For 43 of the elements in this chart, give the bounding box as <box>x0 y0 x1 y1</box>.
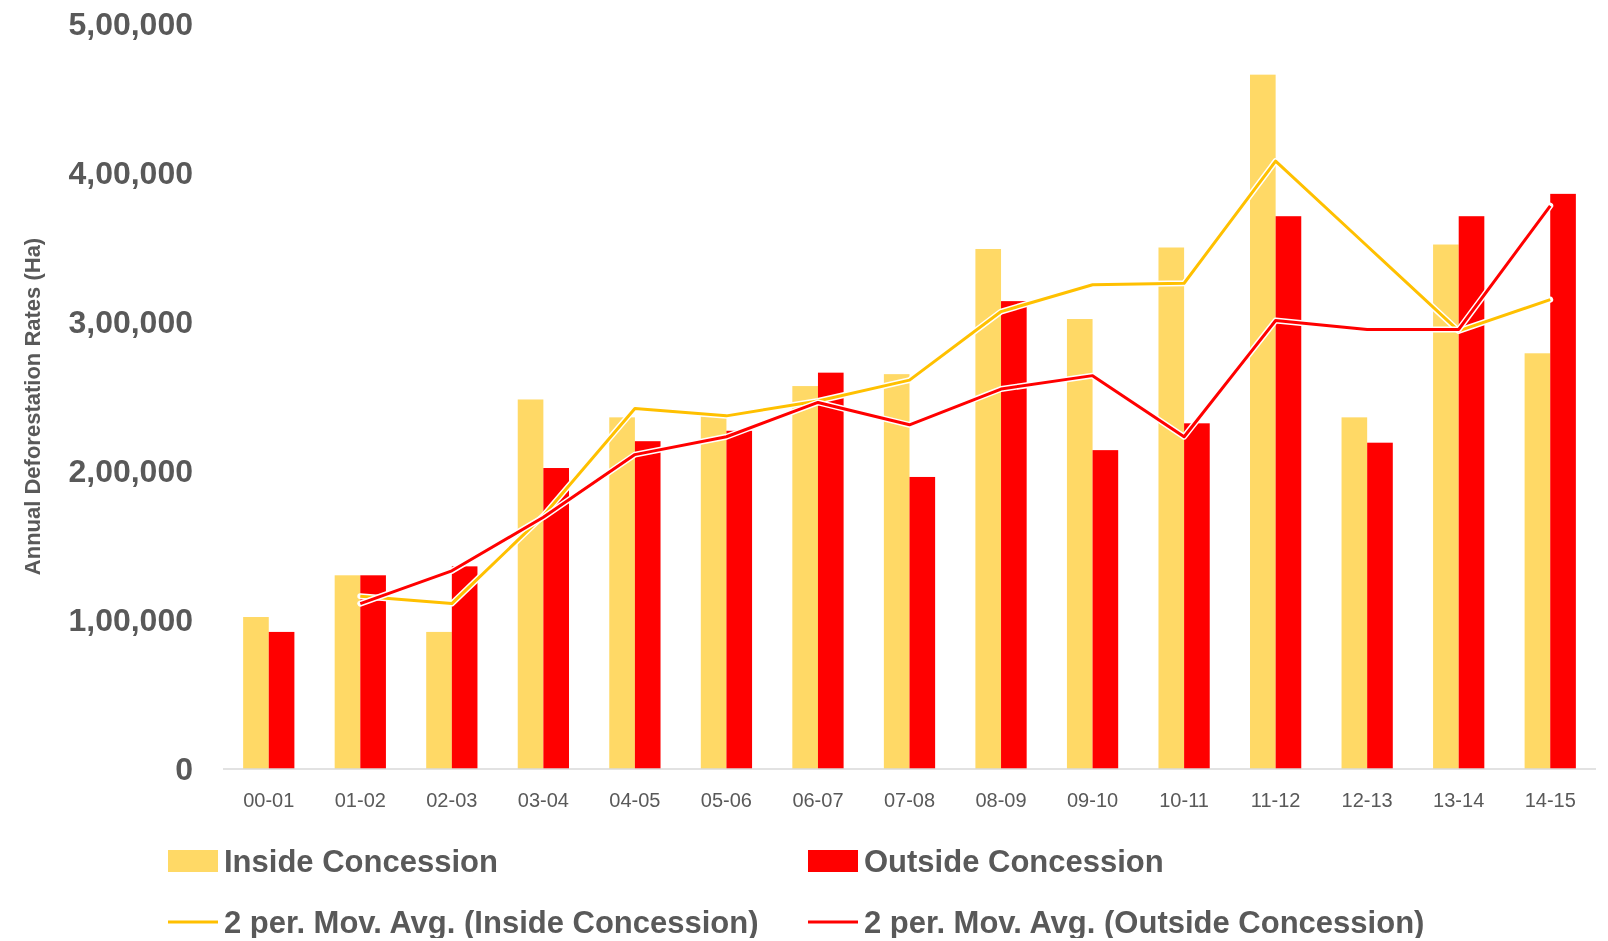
legend-label: Outside Concession <box>864 843 1164 879</box>
bar <box>1433 244 1459 769</box>
x-tick-label: 04-05 <box>609 789 661 811</box>
x-tick-label: 10-11 <box>1159 789 1209 811</box>
x-tick-label: 06-07 <box>792 789 844 811</box>
bar <box>517 399 544 769</box>
y-axis-title: Annual Deforestation Rates (Ha) <box>20 237 45 576</box>
x-tick-label: 00-01 <box>243 789 295 811</box>
x-tick-label: 13-14 <box>1433 789 1485 811</box>
bar <box>426 631 452 769</box>
bar <box>883 374 910 769</box>
bar <box>1250 74 1276 769</box>
y-tick-label: 5,00,000 <box>68 6 193 43</box>
bar <box>1367 442 1393 769</box>
bar <box>1092 450 1119 769</box>
x-tick-label: 07-08 <box>883 789 936 811</box>
bar <box>334 575 361 769</box>
bar <box>700 414 727 769</box>
bar <box>1158 247 1185 769</box>
bar <box>975 248 1002 769</box>
y-tick-label: 3,00,000 <box>68 304 193 341</box>
bar <box>1524 353 1551 769</box>
y-tick-label: 0 <box>175 751 193 788</box>
bar <box>792 386 818 769</box>
legend-label: Inside Concession <box>224 843 498 879</box>
bar <box>268 631 295 769</box>
bar <box>1066 319 1093 769</box>
y-tick-label: 2,00,000 <box>68 453 193 490</box>
bar <box>609 417 635 769</box>
x-tick-label: 05-06 <box>700 789 753 811</box>
y-tick-label: 1,00,000 <box>68 602 193 639</box>
bar <box>1341 417 1368 769</box>
x-tick-label: 11-12 <box>1250 789 1301 811</box>
x-tick-label: 12-13 <box>1341 789 1393 811</box>
bar <box>243 617 269 769</box>
x-tick-label: 14-15 <box>1524 789 1576 811</box>
y-tick-label: 4,00,000 <box>68 155 193 192</box>
x-tick-label: 03-04 <box>517 789 569 811</box>
x-tick-label: 09-10 <box>1066 789 1119 811</box>
x-tick-label: 08-09 <box>975 789 1027 811</box>
x-tick-label: 01-02 <box>334 789 386 811</box>
x-tick-label: 02-03 <box>426 789 478 811</box>
bar <box>909 476 936 769</box>
